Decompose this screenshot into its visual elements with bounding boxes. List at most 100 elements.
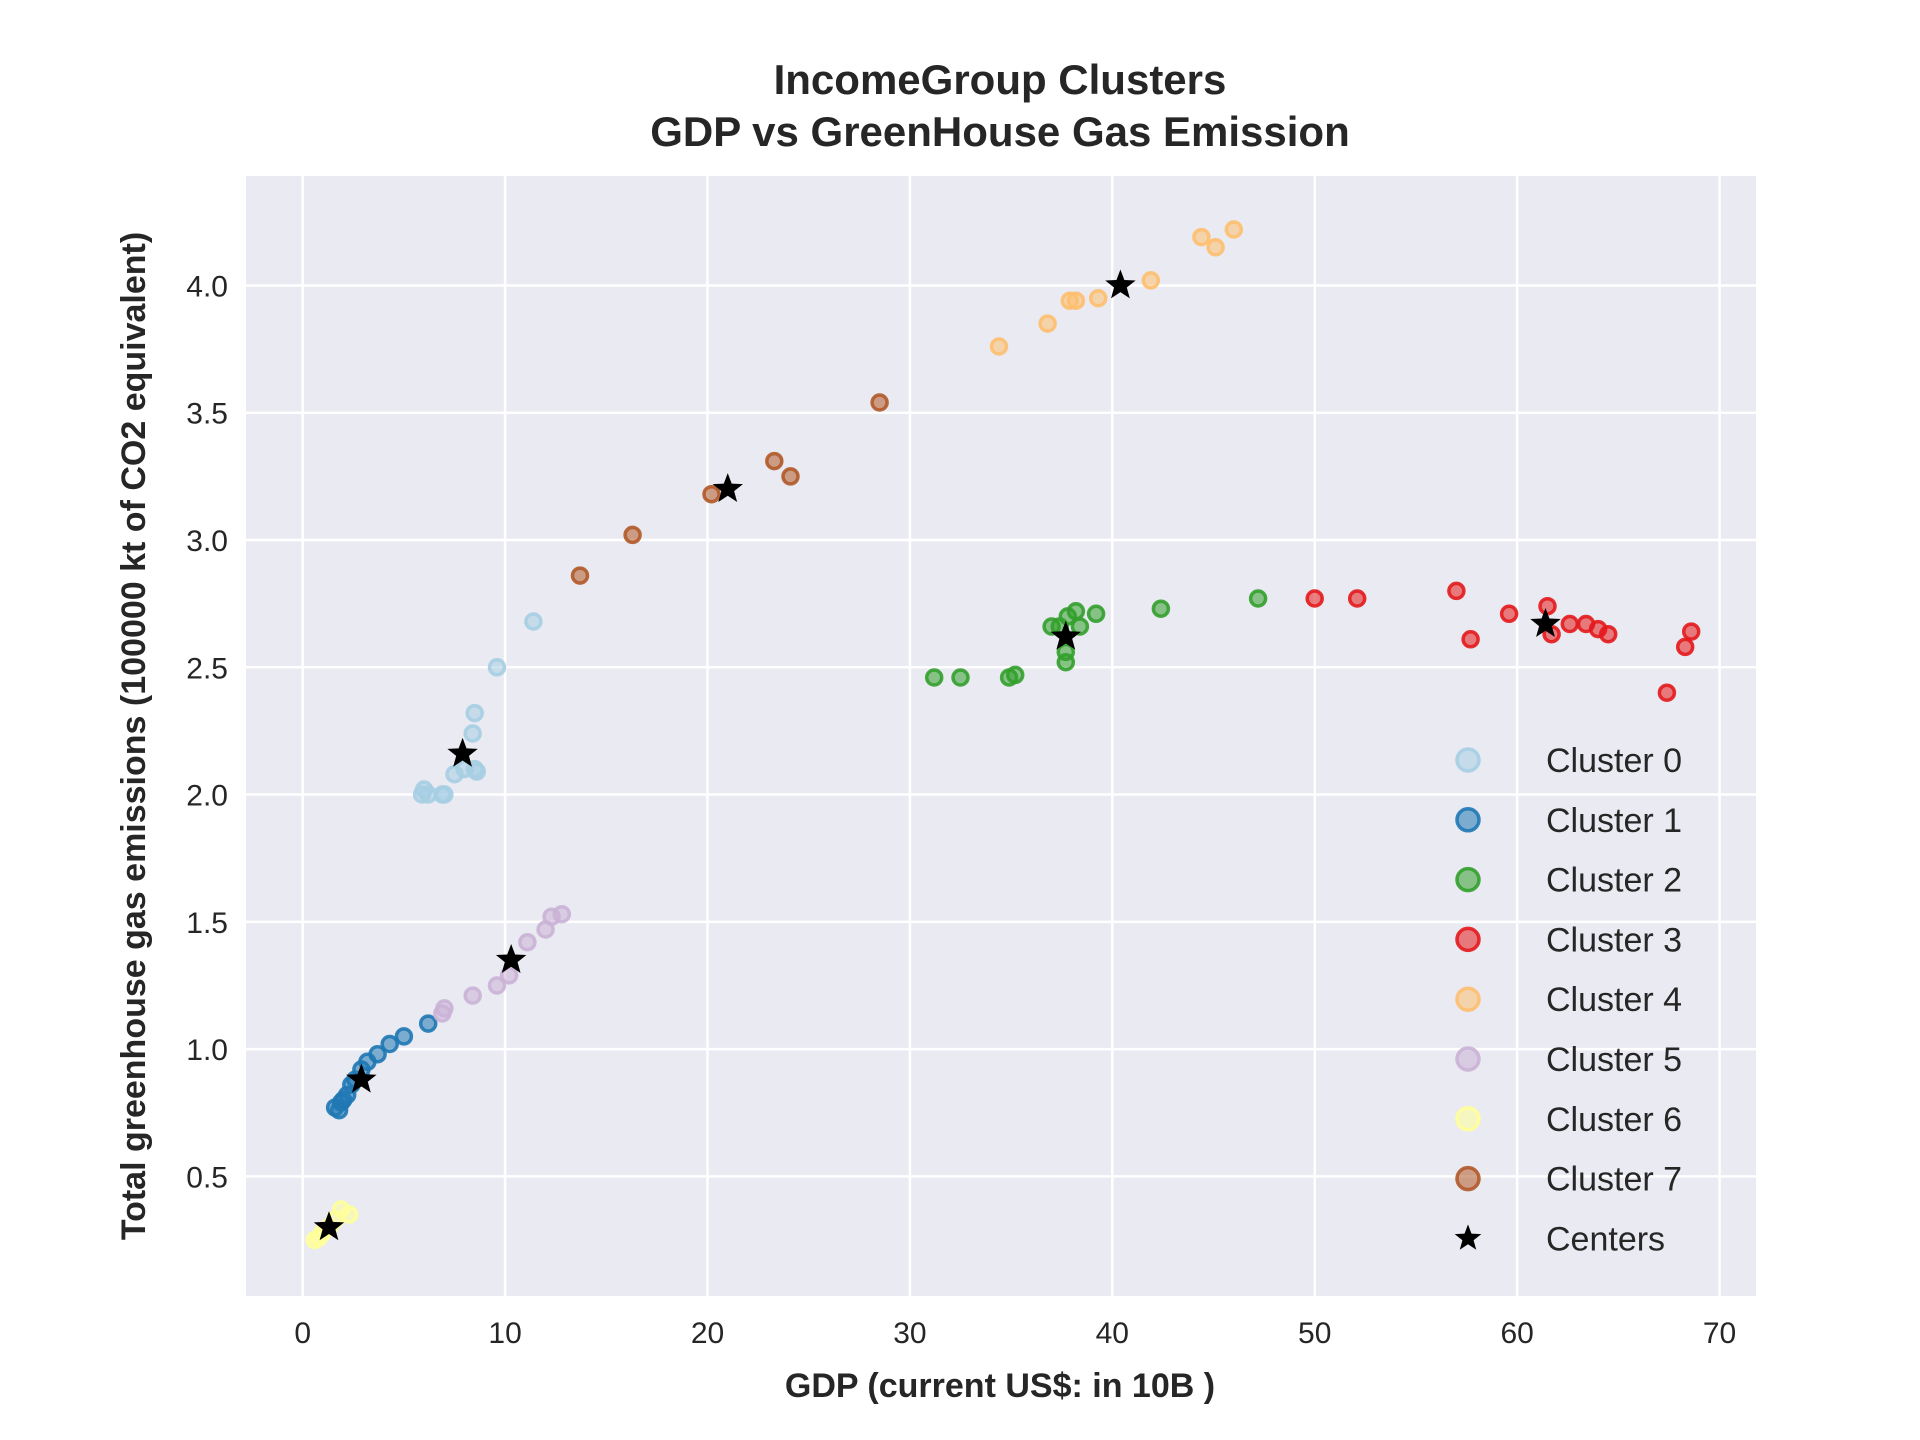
legend-marker-cluster-5 [1455,1046,1481,1072]
cluster-2-point [924,668,944,687]
legend-marker-cluster-2 [1455,866,1481,893]
plot-area [246,176,1756,1296]
cluster-1-point [418,1014,438,1033]
cluster-3-point [1560,614,1580,634]
x-tick-label: 20 [691,1317,724,1350]
cluster-2-point [1070,617,1090,636]
legend-marker-centers [1454,1224,1482,1250]
cluster-7-point [870,393,889,412]
legend-marker-cluster-1 [1455,807,1481,833]
cluster-2-point [1151,599,1171,618]
cluster-4-point [1066,291,1086,310]
center-star [712,473,743,503]
grid-lines [246,176,1756,1296]
cluster-3-point [1461,630,1480,649]
cluster-0-point [465,703,484,723]
cluster-7-point [623,525,642,545]
cluster-4-point [1141,271,1161,290]
cluster-0-point [524,612,543,631]
legend-label-cluster-0: Cluster 0 [1546,742,1682,780]
cluster-1-point [380,1034,399,1054]
cluster-7-point [570,566,590,585]
cluster-1-point [368,1044,387,1064]
x-tick-label: 50 [1298,1317,1331,1350]
y-tick-label: 3.5 [186,398,228,431]
y-tick-label: 0.5 [186,1161,228,1194]
x-tick-label: 30 [893,1317,926,1350]
cluster-4-point [1038,314,1057,333]
cluster-3-point [1538,596,1557,616]
cluster-4-point [989,337,1009,356]
legend-label-cluster-7: Cluster 7 [1546,1161,1682,1199]
legend-marker-cluster-3 [1455,926,1481,953]
cluster-0-point [487,658,507,677]
cluster-4-point [1206,238,1225,257]
cluster-3-point [1675,637,1695,657]
legend: Cluster 0 Cluster 1 Cluster 2 Cluster 3 Clus… [1454,742,1682,1258]
legend-label-cluster-1: Cluster 1 [1546,802,1682,840]
y-tick-label: 3.0 [186,525,228,558]
cluster-5-point [463,986,482,1005]
legend-label-cluster-4: Cluster 4 [1546,981,1682,1019]
cluster-2-point [1086,604,1106,624]
cluster-3-point [1598,624,1618,644]
cluster-2-point [1056,642,1076,662]
cluster-0-point [435,785,454,804]
cluster-7-point [781,467,800,486]
legend-marker-cluster-6 [1455,1106,1481,1132]
center-star [346,1063,377,1093]
cluster-3-point [1347,589,1367,608]
chart-title-line-1: IncomeGroup Clusters [774,56,1227,103]
cluster-0-point [467,762,487,781]
y-tick-labels: 0.5 1.0 1.5 2.0 2.5 3.0 3.5 4.0 [186,270,228,1194]
center-star [495,944,527,973]
center-star [1050,620,1081,650]
cluster-6-point [339,1205,359,1224]
legend-label-cluster-2: Cluster 2 [1546,862,1682,900]
cluster-5-point [552,904,572,924]
cluster-2-point [1248,589,1268,608]
center-star [1105,269,1136,299]
legend-label-cluster-5: Cluster 5 [1546,1041,1682,1079]
cluster-5-point [518,932,537,952]
x-tick-labels: 0 10 20 30 40 50 60 70 [294,1317,1736,1350]
x-tick-label: 40 [1096,1317,1129,1350]
data-points [305,220,1701,1250]
legend-marker-cluster-0 [1455,747,1481,773]
cluster-4-point [1192,227,1211,247]
cluster-3-point [1305,589,1324,608]
cluster-3-point [1447,581,1466,601]
legend-marker-cluster-7 [1455,1165,1481,1192]
y-tick-label: 1.0 [186,1034,228,1067]
cluster-1-point [394,1027,414,1046]
cluster-5-point [487,976,507,995]
cluster-4-point [1088,288,1108,308]
center-star [313,1211,345,1241]
legend-marker-cluster-4 [1455,986,1481,1012]
x-axis-label: GDP (current US$: in 10B ) [785,1367,1215,1405]
y-tick-label: 1.5 [186,907,228,940]
cluster-centers [313,269,1561,1241]
cluster-3-point [1499,604,1519,624]
legend-label-cluster-6: Cluster 6 [1546,1101,1682,1139]
center-star [447,737,478,767]
x-tick-label: 10 [488,1317,521,1350]
y-tick-label: 2.0 [186,780,228,813]
cluster-7-point [702,484,721,504]
legend-label-cluster-3: Cluster 3 [1546,921,1682,959]
cluster-5-point [435,999,454,1018]
legend-label-centers: Centers [1546,1220,1665,1258]
cluster-3-point [1681,622,1701,641]
cluster-4-point [1224,220,1244,239]
y-tick-label: 2.5 [186,652,228,685]
y-tick-label: 4.0 [186,270,228,303]
cluster-0-point [463,724,482,743]
cluster-3-point [1657,683,1677,702]
center-star [1530,608,1561,637]
cluster-2-point [951,668,970,687]
x-tick-label: 60 [1500,1317,1533,1350]
chart-title-line-2: GDP vs GreenHouse Gas Emission [650,108,1350,155]
cluster-2-point [1066,602,1086,621]
cluster-7-point [765,451,784,471]
